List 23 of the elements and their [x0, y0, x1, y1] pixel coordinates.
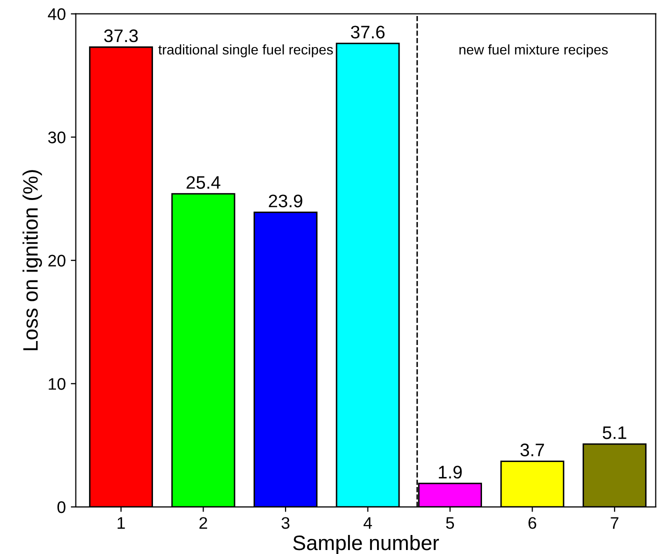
x-tick-label: 7: [610, 517, 618, 529]
y-tick-label: 20: [48, 254, 66, 267]
x-tick-label: 6: [528, 517, 536, 529]
y-tick-label: 0: [57, 501, 66, 514]
y-tick-label: 10: [48, 378, 66, 390]
x-tick-label: 5: [446, 517, 454, 529]
x-tick-label: 4: [364, 517, 372, 529]
x-axis-title: Sample number: [293, 534, 439, 554]
x-tick-label: 2: [199, 517, 208, 529]
annotation: new fuel mixture recipes: [459, 44, 608, 58]
data-label: 23.9: [268, 194, 302, 208]
x-tick-label: 1: [118, 517, 125, 529]
y-tick-label: 30: [48, 132, 66, 144]
x-tick-label: 3: [282, 517, 290, 529]
y-axis-title: Loss on ignition (%): [22, 170, 42, 350]
data-label: 37.6: [350, 26, 385, 38]
annotation: traditional single fuel recipes: [158, 44, 333, 58]
data-label: 25.4: [186, 176, 220, 189]
data-label: 5.1: [602, 426, 626, 440]
data-label: 37.3: [104, 29, 138, 42]
data-label: 1.9: [438, 466, 462, 479]
y-tick-label: 40: [48, 8, 66, 20]
data-label: 3.7: [520, 444, 544, 456]
